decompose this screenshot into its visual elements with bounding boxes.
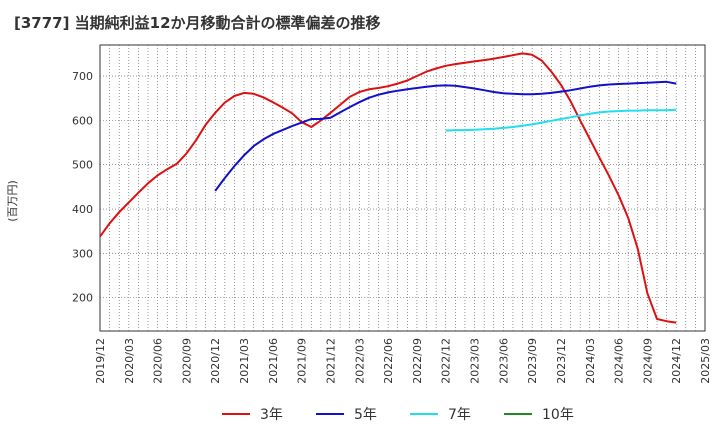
series-line-1	[99, 52, 677, 324]
x-tick-label: 2023/12	[555, 338, 568, 384]
x-tick-label: 2020/12	[209, 338, 222, 384]
x-axis-ticks: 2019/12 2020/03 2020/06 2020/09 2020/12 2021/…	[94, 338, 712, 384]
y-tick-label: 500	[72, 159, 93, 172]
y-axis-label: (百万円)	[6, 180, 19, 222]
y-tick-label: 300	[72, 247, 93, 260]
x-tick-label: 2021/12	[324, 338, 337, 384]
x-tick-label: 2022/06	[382, 338, 395, 384]
legend-label-1: 3年	[260, 407, 283, 423]
y-axis-ticks: 200 300 400 500 600 700	[72, 70, 93, 305]
x-tick-label: 2021/03	[238, 338, 251, 384]
x-tick-label: 2025/03	[699, 338, 712, 384]
y-tick-label: 400	[72, 203, 93, 216]
x-tick-label: 2020/09	[180, 338, 193, 384]
x-tick-label: 2022/09	[411, 338, 424, 384]
legend-label-2: 5年	[354, 407, 377, 423]
x-tick-label: 2024/12	[670, 338, 683, 384]
y-tick-label: 200	[72, 292, 93, 305]
series-line-3	[445, 108, 677, 132]
x-tick-label: 2022/03	[353, 338, 366, 384]
x-tick-label: 2024/06	[613, 338, 626, 384]
x-tick-label: 2021/09	[296, 338, 309, 384]
legend-label-4: 10年	[542, 407, 574, 423]
x-tick-label: 2023/06	[497, 338, 510, 384]
x-tick-label: 2024/09	[641, 338, 654, 384]
x-tick-label: 2024/03	[584, 338, 597, 384]
x-tick-label: 2021/06	[267, 338, 280, 384]
chart-title: [3777] 当期純利益12か月移動合計の標準偏差の推移	[14, 14, 381, 32]
x-tick-label: 2023/09	[526, 338, 539, 384]
x-tick-label: 2023/03	[469, 338, 482, 384]
x-tick-label: 2020/03	[123, 338, 136, 384]
x-tick-label: 2019/12	[94, 338, 107, 384]
y-tick-label: 600	[72, 114, 93, 127]
x-tick-label: 2022/12	[440, 338, 453, 384]
series-line-2	[214, 80, 677, 192]
y-tick-label: 700	[72, 70, 93, 83]
legend-label-3: 7年	[448, 407, 471, 423]
plot-frame	[99, 44, 706, 332]
legend: 3年 5年 7年 10年	[222, 407, 574, 423]
series-layer	[99, 52, 677, 324]
x-tick-label: 2020/06	[152, 338, 165, 384]
